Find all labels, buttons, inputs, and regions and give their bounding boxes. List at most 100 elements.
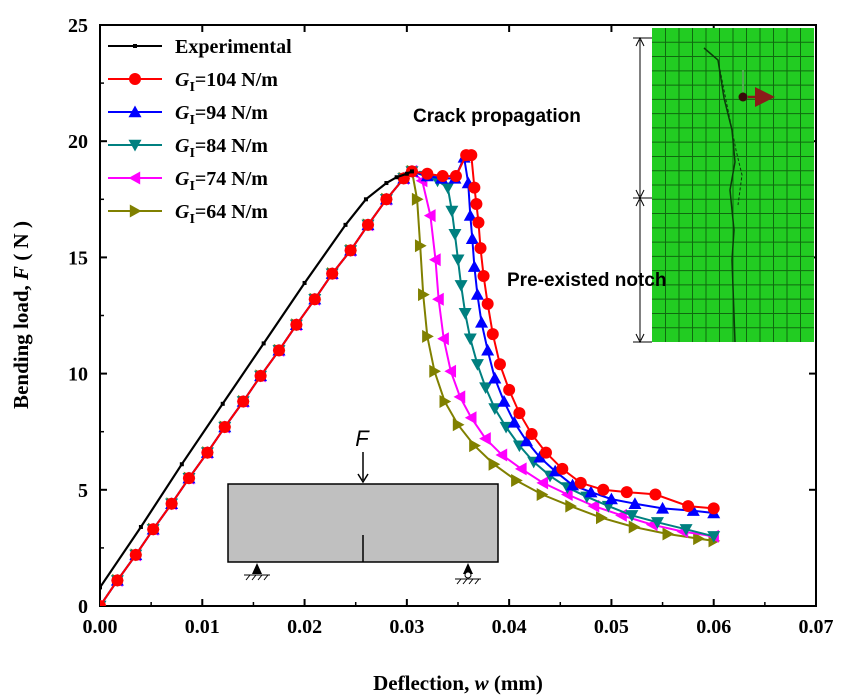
data-point: [556, 462, 569, 475]
x-axis: 0.00 0.01 0.02 0.03 0.04 0.05 0.06 0.07: [83, 25, 834, 638]
data-point: [472, 216, 485, 229]
legend-label-rest: =104 N/m: [195, 69, 278, 91]
left-support-icon: [244, 563, 270, 581]
data-point: [273, 344, 285, 357]
data-point: [302, 280, 307, 285]
legend-label: Experimental: [175, 36, 292, 58]
data-point: [432, 292, 444, 306]
data-point: [625, 510, 639, 522]
dimension-lines: [633, 36, 652, 344]
data-point: [565, 499, 578, 513]
data-point: [441, 182, 455, 195]
data-point: [467, 260, 481, 272]
data-point: [380, 193, 393, 206]
data-point: [513, 407, 526, 420]
data-point: [436, 170, 449, 183]
data-point: [465, 149, 478, 162]
data-point: [587, 499, 600, 513]
legend-item: GI=94 N/m: [108, 102, 268, 128]
legend-label-sub: I: [189, 113, 194, 128]
legend-label-sub: I: [189, 80, 194, 95]
data-point: [481, 343, 495, 356]
legend-label: GI=74 N/m: [175, 168, 268, 194]
right-support-icon: [455, 563, 481, 585]
data-point: [679, 524, 693, 536]
data-point: [343, 222, 348, 227]
crack-path: [703, 47, 736, 343]
data-point: [493, 358, 506, 371]
data-point: [444, 364, 457, 378]
data-point: [475, 315, 489, 328]
data-point: [463, 209, 477, 221]
data-point: [463, 333, 477, 346]
legend-marker: [128, 105, 142, 118]
data-point: [290, 318, 303, 331]
data-point: [470, 359, 484, 371]
crack-path-secondary: [717, 59, 743, 206]
load-arrow-head: [357, 473, 369, 484]
legend-label-main: G: [175, 168, 190, 190]
beam-schematic: F: [227, 426, 499, 585]
data-point: [439, 394, 452, 408]
x-tick-label: 0.00: [83, 616, 118, 638]
data-point: [486, 328, 499, 341]
data-point: [511, 474, 523, 488]
legend-label-rest: =94 N/m: [195, 102, 268, 124]
data-point: [464, 411, 477, 425]
x-tick-label: 0.01: [185, 616, 220, 638]
data-point: [707, 531, 721, 543]
data-point: [409, 169, 414, 174]
data-point: [649, 488, 662, 501]
data-point: [470, 288, 484, 300]
data-point: [418, 288, 430, 302]
data-point: [458, 307, 472, 320]
data-point: [503, 383, 516, 396]
data-point: [514, 462, 527, 476]
data-point: [596, 511, 608, 525]
y-axis-title-part-1: Bending load,: [9, 280, 33, 409]
x-axis-title-part-3: (mm): [489, 671, 543, 695]
data-point: [429, 364, 441, 378]
data-point: [533, 450, 547, 463]
data-point: [566, 478, 580, 491]
legend-item: GI=64 N/m: [108, 201, 268, 227]
legend-item: GI=84 N/m: [108, 135, 268, 161]
data-point: [384, 181, 389, 186]
legend-marker: [129, 73, 141, 85]
data-point: [693, 532, 705, 546]
data-point: [474, 242, 487, 255]
x-axis-title-part-1: Deflection,: [373, 671, 474, 695]
data-point: [560, 487, 573, 501]
y-tick-label: 20: [68, 131, 88, 153]
x-tick-label: 0.05: [594, 616, 629, 638]
x-tick-label: 0.02: [287, 616, 322, 638]
data-point: [421, 167, 434, 180]
data-point: [326, 267, 339, 280]
data-point: [308, 293, 321, 306]
data-point: [111, 574, 124, 587]
data-point: [574, 476, 587, 489]
legend-label-rest: =74 N/m: [195, 168, 268, 190]
data-point: [468, 181, 481, 194]
data-point: [100, 600, 106, 606]
data-point: [454, 280, 468, 292]
data-point: [488, 457, 501, 471]
load-label: F: [355, 426, 370, 451]
data-point: [147, 523, 160, 536]
data-point: [707, 502, 720, 515]
data-point: [182, 472, 195, 485]
data-point: [470, 197, 483, 210]
legend-label-sub: I: [189, 179, 194, 194]
legend-label-main: G: [175, 102, 190, 124]
data-point: [394, 175, 399, 180]
data-point: [218, 421, 231, 434]
data-point: [361, 218, 374, 231]
data-point: [604, 492, 618, 505]
data-point: [584, 485, 598, 498]
legend-marker: [128, 171, 141, 185]
legend-item: GI=104 N/m: [108, 69, 278, 95]
data-point: [488, 371, 502, 384]
data-point: [201, 446, 214, 459]
data-point: [539, 446, 552, 459]
data-point: [453, 390, 466, 404]
